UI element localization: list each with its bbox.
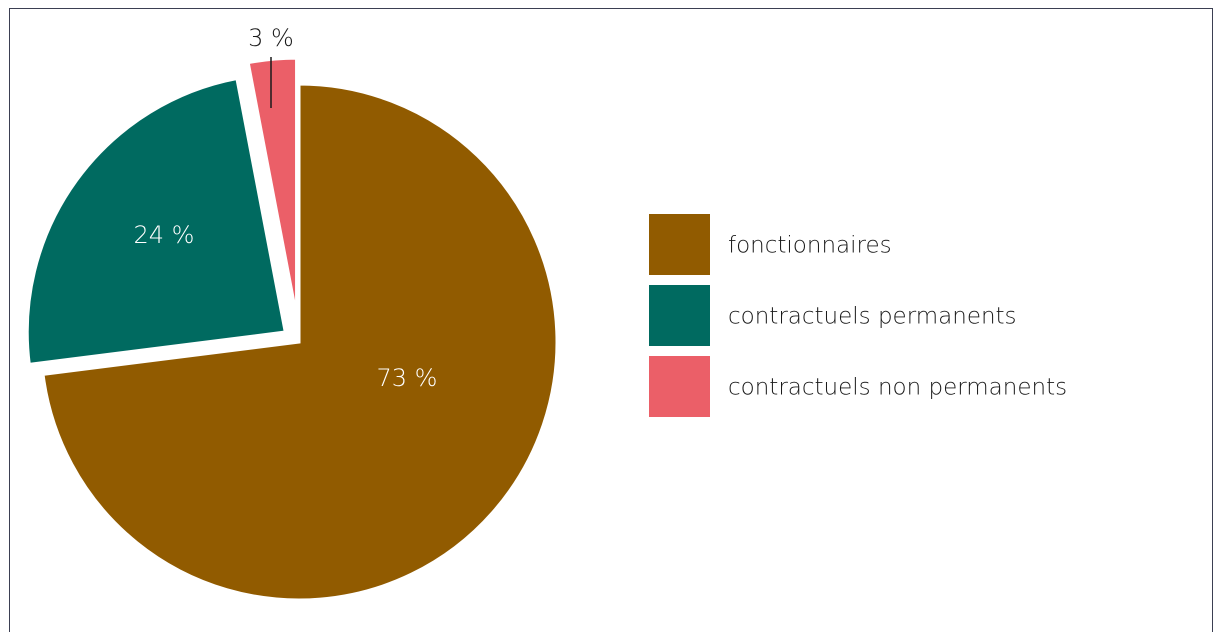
pie-slice-contractuels-permanents [25,76,288,367]
value-label-contractuels-non-permanents: 3 % [248,24,294,52]
legend: fonctionnaires contractuels permanents con… [649,214,1067,417]
legend-swatch-fonctionnaires [649,214,710,275]
pie-slices [25,56,559,602]
pie-slice-fonctionnaires [41,82,559,602]
legend-label-contractuels-permanents: contractuels permanents [728,304,1017,330]
legend-swatch-contractuels-permanents [649,285,710,346]
value-label-contractuels-permanents: 24 % [134,221,195,249]
legend-swatch-contractuels-non-permanents [649,356,710,417]
pie-slice-contractuels-non-permanents [246,56,299,317]
value-label-fonctionnaires: 73 % [377,364,438,392]
value-labels: 73 % 24 % 3 % [134,24,438,392]
legend-label-fonctionnaires: fonctionnaires [728,233,892,259]
legend-label-contractuels-non-permanents: contractuels non permanents [728,375,1067,401]
